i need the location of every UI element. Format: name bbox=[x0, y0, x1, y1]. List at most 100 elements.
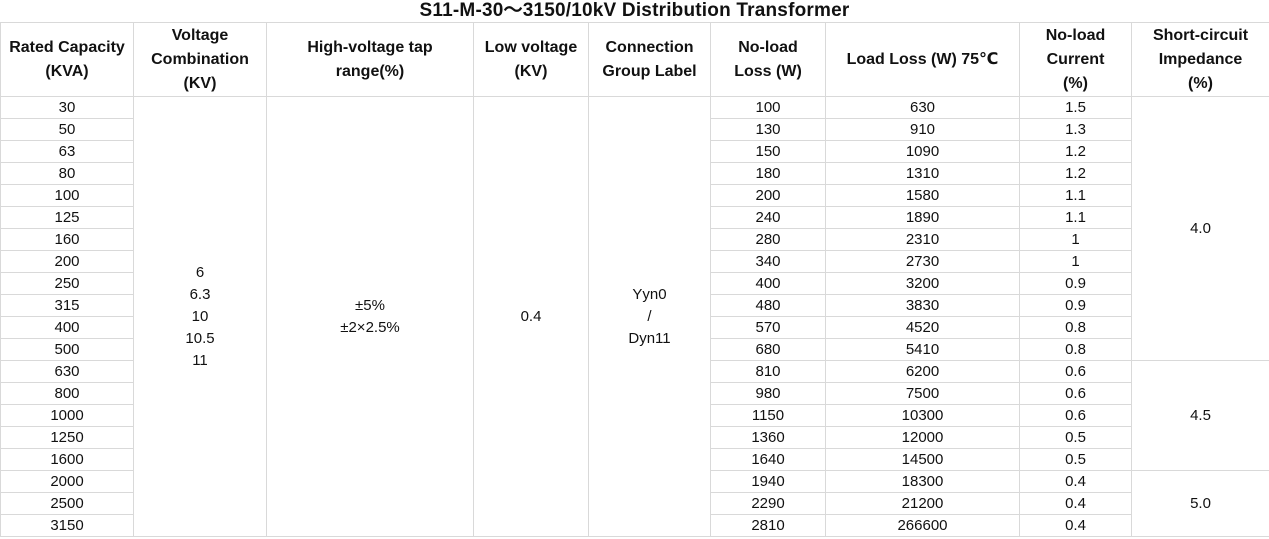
spec-table: Rated Capacity (KVA) Voltage Combination… bbox=[0, 22, 1269, 537]
low-voltage-cell: 0.4 bbox=[473, 96, 589, 537]
table-row: 200 340 2730 1 bbox=[0, 250, 1269, 273]
noload-current-cell: 0.9 bbox=[1019, 272, 1132, 295]
noload-current-cell: 1.1 bbox=[1019, 184, 1132, 207]
load-loss-cell: 2730 bbox=[825, 250, 1020, 273]
rated-capacity-cell: 400 bbox=[0, 316, 134, 339]
header-impedance: Short-circuit Impedance (%) bbox=[1131, 22, 1269, 97]
table-row: 1600 1640 14500 0.5 bbox=[0, 448, 1269, 471]
noload-loss-cell: 980 bbox=[710, 382, 826, 405]
load-loss-cell: 21200 bbox=[825, 492, 1020, 515]
rated-capacity-cell: 1600 bbox=[0, 448, 134, 471]
load-loss-cell: 630 bbox=[825, 96, 1020, 119]
voltage-combination-cell: 6 6.3 10 10.5 11 bbox=[133, 96, 267, 537]
rated-capacity-cell: 50 bbox=[0, 118, 134, 141]
load-loss-cell: 3200 bbox=[825, 272, 1020, 295]
noload-loss-cell: 680 bbox=[710, 338, 826, 361]
noload-loss-cell: 200 bbox=[710, 184, 826, 207]
noload-current-cell: 1 bbox=[1019, 228, 1132, 251]
table-row: 630 810 6200 0.6 4.5 bbox=[0, 360, 1269, 471]
load-loss-cell: 1890 bbox=[825, 206, 1020, 229]
impedance-cell: 4.0 bbox=[1131, 96, 1269, 361]
table-row: 125 240 1890 1.1 bbox=[0, 206, 1269, 229]
rated-capacity-cell: 250 bbox=[0, 272, 134, 295]
rated-capacity-cell: 1250 bbox=[0, 426, 134, 449]
rated-capacity-cell: 63 bbox=[0, 140, 134, 163]
noload-current-cell: 0.9 bbox=[1019, 294, 1132, 317]
table-row: 160 280 2310 1 bbox=[0, 228, 1269, 251]
table-row: 500 680 5410 0.8 bbox=[0, 338, 1269, 361]
load-loss-cell: 7500 bbox=[825, 382, 1020, 405]
rated-capacity-cell: 630 bbox=[0, 360, 134, 383]
noload-current-cell: 0.5 bbox=[1019, 448, 1132, 471]
noload-current-cell: 0.8 bbox=[1019, 316, 1132, 339]
connection-group-cell: Yyn0 / Dyn11 bbox=[588, 96, 711, 537]
impedance-cell: 5.0 bbox=[1131, 470, 1269, 537]
rated-capacity-cell: 3150 bbox=[0, 514, 134, 537]
noload-current-cell: 0.6 bbox=[1019, 382, 1132, 405]
rated-capacity-cell: 125 bbox=[0, 206, 134, 229]
header-noload-current: No-load Current (%) bbox=[1019, 22, 1132, 97]
load-loss-cell: 1310 bbox=[825, 162, 1020, 185]
rated-capacity-cell: 500 bbox=[0, 338, 134, 361]
table-row: 1250 1360 12000 0.5 bbox=[0, 426, 1269, 449]
noload-loss-cell: 1640 bbox=[710, 448, 826, 471]
rated-capacity-cell: 30 bbox=[0, 96, 134, 119]
load-loss-cell: 14500 bbox=[825, 448, 1020, 471]
noload-loss-cell: 570 bbox=[710, 316, 826, 339]
header-low-voltage: Low voltage (KV) bbox=[473, 22, 589, 97]
header-hv-tap-range: High-voltage tap range(%) bbox=[266, 22, 474, 97]
impedance-cell: 4.5 bbox=[1131, 360, 1269, 471]
noload-loss-cell: 1150 bbox=[710, 404, 826, 427]
rated-capacity-cell: 2500 bbox=[0, 492, 134, 515]
noload-loss-cell: 240 bbox=[710, 206, 826, 229]
noload-loss-cell: 280 bbox=[710, 228, 826, 251]
load-loss-cell: 1090 bbox=[825, 140, 1020, 163]
noload-loss-cell: 1360 bbox=[710, 426, 826, 449]
noload-current-cell: 1.1 bbox=[1019, 206, 1132, 229]
load-loss-cell: 12000 bbox=[825, 426, 1020, 449]
load-loss-cell: 18300 bbox=[825, 470, 1020, 493]
header-load-loss: Load Loss (W) 75℃ bbox=[825, 22, 1020, 97]
table-row: 80 180 1310 1.2 bbox=[0, 162, 1269, 185]
load-loss-cell: 1580 bbox=[825, 184, 1020, 207]
noload-current-cell: 0.8 bbox=[1019, 338, 1132, 361]
noload-loss-cell: 100 bbox=[710, 96, 826, 119]
noload-loss-cell: 130 bbox=[710, 118, 826, 141]
noload-loss-cell: 1940 bbox=[710, 470, 826, 493]
load-loss-cell: 10300 bbox=[825, 404, 1020, 427]
table-row: 2000 1940 18300 0.4 5.0 bbox=[0, 470, 1269, 537]
rated-capacity-cell: 1000 bbox=[0, 404, 134, 427]
table-row: 250 400 3200 0.9 bbox=[0, 272, 1269, 295]
noload-loss-cell: 400 bbox=[710, 272, 826, 295]
noload-loss-cell: 180 bbox=[710, 162, 826, 185]
table-row: 100 200 1580 1.1 bbox=[0, 184, 1269, 207]
header-noload-loss: No-load Loss (W) bbox=[710, 22, 826, 97]
noload-current-cell: 0.5 bbox=[1019, 426, 1132, 449]
header-connection-group: Connection Group Label bbox=[588, 22, 711, 97]
load-loss-cell: 5410 bbox=[825, 338, 1020, 361]
header-row: Rated Capacity (KVA) Voltage Combination… bbox=[0, 22, 1269, 97]
load-loss-cell: 266600 bbox=[825, 514, 1020, 537]
load-loss-cell: 4520 bbox=[825, 316, 1020, 339]
noload-current-cell: 0.6 bbox=[1019, 360, 1132, 383]
rated-capacity-cell: 100 bbox=[0, 184, 134, 207]
noload-loss-cell: 810 bbox=[710, 360, 826, 383]
noload-current-cell: 1.5 bbox=[1019, 96, 1132, 119]
rated-capacity-cell: 160 bbox=[0, 228, 134, 251]
noload-current-cell: 0.4 bbox=[1019, 470, 1132, 493]
load-loss-cell: 910 bbox=[825, 118, 1020, 141]
noload-loss-cell: 2810 bbox=[710, 514, 826, 537]
page-title: S11-M-30～3150/10kV Distribution Transfor… bbox=[419, 0, 850, 21]
table-row: 30 6 6.3 10 10.5 11 ±5% ±2×2.5% 0.4 Yyn0 / D… bbox=[0, 96, 1269, 537]
table-row: 2500 2290 21200 0.4 bbox=[0, 492, 1269, 515]
load-loss-cell: 2310 bbox=[825, 228, 1020, 251]
noload-loss-cell: 340 bbox=[710, 250, 826, 273]
rated-capacity-cell: 200 bbox=[0, 250, 134, 273]
header-rated-capacity: Rated Capacity (KVA) bbox=[0, 22, 134, 97]
hv-tap-range-cell: ±5% ±2×2.5% bbox=[266, 96, 474, 537]
noload-loss-cell: 480 bbox=[710, 294, 826, 317]
rated-capacity-cell: 800 bbox=[0, 382, 134, 405]
noload-loss-cell: 150 bbox=[710, 140, 826, 163]
noload-current-cell: 1.3 bbox=[1019, 118, 1132, 141]
load-loss-cell: 3830 bbox=[825, 294, 1020, 317]
